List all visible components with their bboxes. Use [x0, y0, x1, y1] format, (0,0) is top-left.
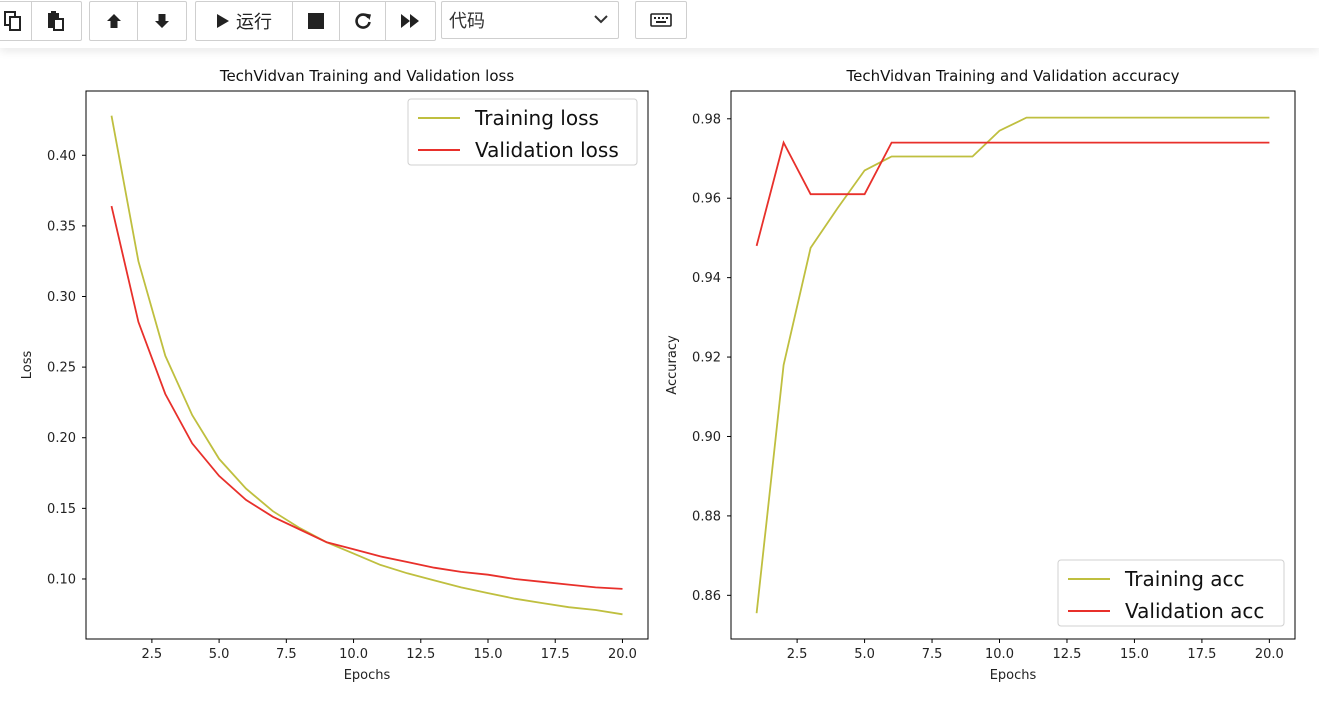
loss-x-tick-label: 10.0	[339, 647, 368, 662]
accuracy-x-tick-label: 12.5	[1052, 647, 1081, 662]
fast-forward-icon	[400, 14, 419, 28]
accuracy-plot-frame	[730, 90, 1296, 640]
loss-y-tick-label: 0.25	[47, 361, 76, 376]
accuracy-y-tick-label: 0.90	[692, 430, 721, 445]
cell-type-value: 代码	[449, 11, 485, 32]
loss-x-tick-label: 15.0	[474, 647, 503, 662]
interrupt-button[interactable]	[293, 2, 340, 40]
move-down-button[interactable]	[138, 2, 186, 40]
loss-legend-label: Validation loss	[475, 138, 619, 162]
loss-series-line-validation	[110, 205, 623, 590]
copy-cell-button[interactable]	[0, 2, 32, 40]
figure-output: TechVidvan Training and Validation loss 2…	[20, 67, 1296, 683]
loss-y-tick-label: 0.10	[47, 572, 76, 587]
restart-icon	[354, 13, 371, 29]
stop-icon	[308, 13, 324, 29]
accuracy-x-tick-label: 2.5	[787, 647, 808, 662]
clipboard-button-group	[0, 1, 82, 41]
loss-y-tick-label: 0.30	[47, 290, 76, 305]
loss-legend-label: Training loss	[474, 106, 599, 130]
accuracy-legend-box	[1057, 559, 1285, 627]
accuracy-x-tick-label: 7.5	[922, 647, 943, 662]
accuracy-y-axis-label: Accuracy	[665, 335, 680, 395]
loss-chart-title: TechVidvan Training and Validation loss	[219, 67, 515, 85]
run-all-button[interactable]	[386, 2, 433, 40]
loss-x-tick-label: 20.0	[608, 647, 637, 662]
move-up-button[interactable]	[90, 2, 138, 40]
accuracy-x-tick-label: 20.0	[1255, 647, 1284, 662]
arrow-up-icon	[106, 14, 121, 28]
accuracy-y-tick-label: 0.98	[692, 112, 721, 127]
accuracy-legend: Training acc Validation acc	[1057, 559, 1285, 627]
accuracy-y-tick-label: 0.94	[692, 271, 721, 286]
loss-y-axis-label: Loss	[20, 351, 35, 380]
loss-legend: Training loss Validation loss	[407, 98, 638, 166]
accuracy-x-tick-label: 15.0	[1120, 647, 1149, 662]
loss-x-tick-label: 17.5	[541, 647, 570, 662]
accuracy-x-tick-label: 17.5	[1187, 647, 1216, 662]
accuracy-y-tick-label: 0.86	[692, 589, 721, 604]
loss-x-tick-label: 7.5	[276, 647, 297, 662]
accuracy-chart: TechVidvan Training and Validation accur…	[665, 67, 1296, 683]
play-icon	[217, 14, 229, 28]
loss-legend-box	[407, 98, 638, 166]
keyboard-icon	[650, 13, 672, 27]
loss-y-tick-label: 0.40	[47, 149, 76, 164]
loss-plot-frame	[85, 90, 649, 640]
cell-type-select[interactable]: 代码	[441, 1, 619, 39]
arrow-down-icon	[155, 14, 169, 28]
loss-y-tick-label: 0.20	[47, 431, 76, 446]
restart-button[interactable]	[340, 2, 386, 40]
accuracy-y-tick-label: 0.96	[692, 192, 721, 207]
run-button-group: 运行	[195, 1, 436, 41]
loss-x-tick-label: 5.0	[209, 647, 230, 662]
accuracy-legend-label: Validation acc	[1125, 599, 1264, 623]
command-palette-button[interactable]	[635, 1, 687, 39]
notebook-toolbar: 运行 代码	[0, 0, 1319, 48]
paste-icon	[48, 11, 64, 31]
accuracy-series-line-validation	[755, 140, 1270, 247]
loss-series-line-training	[110, 115, 623, 616]
accuracy-y-tick-label: 0.92	[692, 351, 721, 366]
copy-icon	[4, 11, 21, 31]
paste-cell-button[interactable]	[32, 2, 80, 40]
accuracy-x-tick-label: 5.0	[854, 647, 875, 662]
run-label: 运行	[236, 12, 272, 33]
accuracy-series-line-training	[755, 116, 1270, 614]
loss-y-tick-label: 0.15	[47, 502, 76, 517]
accuracy-y-tick-label: 0.88	[692, 509, 721, 524]
move-button-group	[89, 1, 187, 41]
accuracy-x-axis-label: Epochs	[990, 668, 1037, 683]
accuracy-chart-title: TechVidvan Training and Validation accur…	[845, 67, 1179, 85]
loss-chart: TechVidvan Training and Validation loss 2…	[20, 67, 649, 683]
run-button[interactable]: 运行	[196, 2, 293, 40]
loss-x-tick-label: 2.5	[142, 647, 163, 662]
accuracy-legend-label: Training acc	[1124, 567, 1245, 591]
loss-x-tick-label: 12.5	[406, 647, 435, 662]
accuracy-x-tick-label: 10.0	[985, 647, 1014, 662]
loss-x-axis-label: Epochs	[344, 668, 391, 683]
chevron-down-icon	[594, 15, 608, 24]
loss-y-tick-label: 0.35	[47, 219, 76, 234]
